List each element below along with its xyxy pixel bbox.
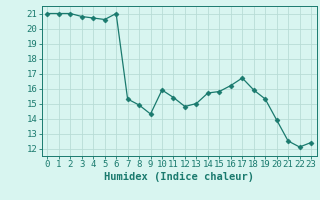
- X-axis label: Humidex (Indice chaleur): Humidex (Indice chaleur): [104, 172, 254, 182]
